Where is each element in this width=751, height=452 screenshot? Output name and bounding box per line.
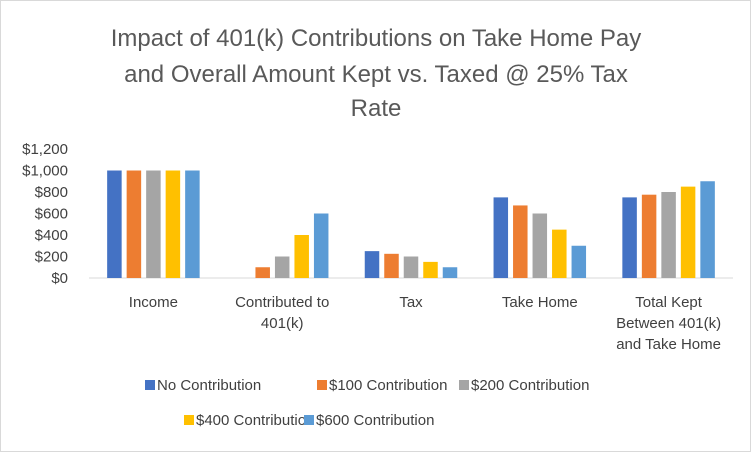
- legend-item: $200 Contribution: [459, 377, 589, 394]
- y-tick-label: $1,000: [22, 163, 68, 180]
- bar: [571, 245, 587, 278]
- legend-item: $600 Contribution: [304, 412, 434, 429]
- bar: [680, 186, 696, 279]
- chart-title-line-2: and Overall Amount Kept vs. Taxed @ 25% …: [124, 61, 628, 88]
- bar: [552, 229, 567, 279]
- category-label: Take Home: [502, 294, 578, 311]
- y-tick-label: $200: [35, 249, 68, 266]
- legend-label: $600 Contribution: [316, 412, 434, 429]
- y-tick-label: $0: [51, 270, 68, 287]
- category-label: Income: [129, 294, 178, 311]
- bar: [622, 197, 637, 279]
- y-tick-label: $600: [35, 206, 68, 223]
- category-label: Contributed to: [235, 294, 329, 311]
- legend-swatch: [145, 380, 155, 390]
- category-label: Between 401(k): [616, 315, 721, 332]
- bar: [442, 267, 458, 278]
- chart-title-line-1: Impact of 401(k) Contributions on Take H…: [111, 25, 641, 52]
- category-label: Total Kept: [635, 294, 703, 311]
- bar: [403, 256, 419, 278]
- bar: [126, 170, 142, 278]
- y-axis: $0 $200 $400 $600 $800 $1,000 $1,200: [22, 141, 68, 287]
- legend-swatch: [184, 415, 194, 425]
- legend: No Contribution $100 Contribution $200 Con…: [145, 377, 589, 429]
- legend-swatch: [304, 415, 314, 425]
- bar: [274, 256, 290, 278]
- bar: [700, 181, 715, 278]
- legend-item: No Contribution: [145, 377, 261, 394]
- legend-label: $200 Contribution: [471, 377, 589, 394]
- legend-label: No Contribution: [157, 377, 261, 394]
- chart-title: Impact of 401(k) Contributions on Take H…: [111, 25, 641, 122]
- category-labels: Income Contributed to 401(k) Tax Take Home To…: [129, 294, 721, 353]
- bar: [165, 170, 181, 278]
- legend-label: $400 Contribution: [196, 412, 314, 429]
- chart-title-line-3: Rate: [351, 95, 402, 122]
- category-label: Tax: [399, 294, 423, 311]
- bar: [661, 192, 676, 278]
- bar: [641, 194, 657, 278]
- bar-series-group: [107, 170, 715, 279]
- y-tick-label: $1,200: [22, 141, 68, 158]
- bar: [146, 170, 161, 278]
- y-tick-label: $800: [35, 184, 68, 201]
- category-label: 401(k): [261, 315, 304, 332]
- legend-swatch: [317, 380, 327, 390]
- bar: [255, 267, 270, 278]
- bar: [294, 235, 309, 278]
- bar: [364, 251, 380, 279]
- bar: [107, 170, 122, 278]
- bar: [423, 261, 438, 279]
- bar: [493, 197, 509, 279]
- bar: [313, 213, 329, 278]
- legend-item: $400 Contribution: [184, 412, 314, 429]
- bar: [384, 253, 399, 278]
- y-tick-label: $400: [35, 227, 68, 244]
- legend-label: $100 Contribution: [329, 377, 447, 394]
- category-label: and Take Home: [616, 336, 721, 353]
- bar: [532, 213, 548, 278]
- legend-swatch: [459, 380, 469, 390]
- bar: [513, 205, 528, 278]
- bar: [185, 170, 200, 278]
- legend-item: $100 Contribution: [317, 377, 447, 394]
